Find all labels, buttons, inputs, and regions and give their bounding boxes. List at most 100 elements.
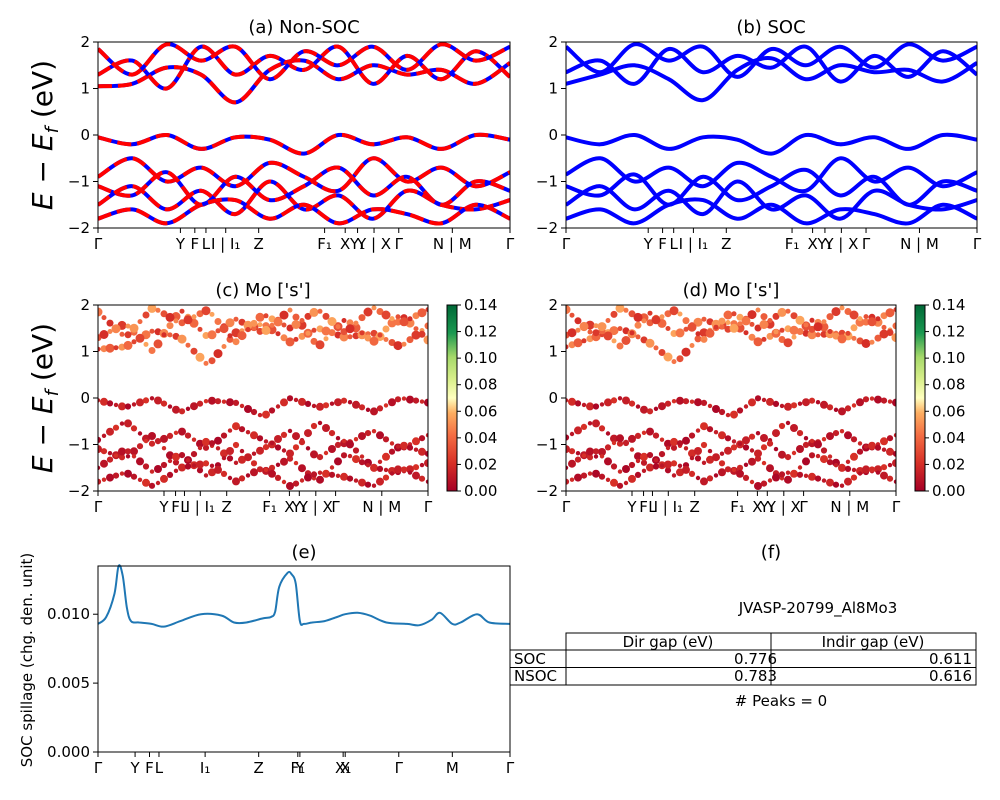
band-point xyxy=(232,399,240,406)
x-tick-label: N | M xyxy=(362,498,401,516)
band-point xyxy=(197,326,203,332)
x-tick-label: F xyxy=(190,235,199,253)
band-point xyxy=(796,328,804,335)
gap-table: JVASP-20799_Al8Mo3 Dir gap (eV) Indir ga… xyxy=(509,599,977,710)
panel-f-title: (f) xyxy=(761,542,781,563)
band-point xyxy=(328,329,336,337)
band-point xyxy=(286,449,294,458)
band-point xyxy=(124,419,132,428)
band-point xyxy=(725,320,731,325)
band-point xyxy=(172,405,180,414)
band-point xyxy=(616,440,624,447)
band-point xyxy=(323,336,329,342)
band-point xyxy=(875,470,881,475)
band-point xyxy=(202,444,210,451)
band-point xyxy=(382,474,390,481)
band-point xyxy=(406,465,414,474)
y-axis-label-top: E − Ef (eV) xyxy=(26,60,63,210)
plot-frame xyxy=(97,304,429,492)
band-point xyxy=(166,471,174,478)
band-point xyxy=(880,397,888,404)
x-tick-label: F xyxy=(145,759,154,777)
band-point xyxy=(802,441,810,448)
band-point xyxy=(622,439,630,447)
band-point xyxy=(226,447,234,455)
band-point xyxy=(675,328,685,338)
band-point xyxy=(280,334,288,342)
y-axis-label-mid: E − Ef (eV) xyxy=(26,323,63,473)
band-point xyxy=(237,331,247,341)
band-point xyxy=(281,448,287,453)
y-tick-label: −1 xyxy=(536,436,558,454)
band-point xyxy=(568,448,576,455)
band-point xyxy=(658,451,666,458)
band-point xyxy=(383,403,389,408)
band-point xyxy=(886,329,894,336)
y-tick-label: 0 xyxy=(548,389,558,407)
band-line xyxy=(566,132,977,156)
band-point xyxy=(844,465,852,472)
band-point xyxy=(136,398,144,407)
band-point xyxy=(634,471,642,478)
band-point xyxy=(388,398,396,407)
band-point xyxy=(633,312,643,322)
band-point xyxy=(743,330,749,336)
band-point xyxy=(412,397,420,404)
x-tick-label: Y xyxy=(175,235,186,253)
band-point xyxy=(245,430,251,435)
band-point xyxy=(256,446,264,455)
band-point xyxy=(754,455,762,462)
band-point xyxy=(827,329,833,334)
band-point xyxy=(892,322,896,330)
band-point xyxy=(885,308,895,318)
band-point xyxy=(382,325,390,333)
band-point xyxy=(190,451,198,458)
band-point xyxy=(893,433,896,438)
band-point xyxy=(676,396,684,405)
band-point xyxy=(581,453,587,458)
band-point xyxy=(401,341,407,347)
band-point xyxy=(566,434,570,441)
band-point xyxy=(172,452,180,461)
band-point xyxy=(334,398,342,407)
band-point xyxy=(238,455,246,464)
band-point xyxy=(802,457,810,466)
x-tick-label: F xyxy=(639,498,648,516)
x-tick-label: N | M xyxy=(900,235,939,253)
x-tick-label: Γ xyxy=(94,235,103,253)
band-point xyxy=(215,446,221,451)
band-point xyxy=(569,477,575,482)
band-point xyxy=(285,337,295,347)
band-point xyxy=(628,400,636,407)
band-point xyxy=(262,444,270,451)
band-point xyxy=(119,421,125,426)
band-point xyxy=(844,405,852,412)
band-point xyxy=(299,318,305,323)
x-tick-label: Γ xyxy=(506,759,515,777)
band-point xyxy=(233,316,239,322)
band-point xyxy=(298,439,306,446)
band-point xyxy=(694,447,702,455)
band-point xyxy=(424,450,428,457)
band-point xyxy=(851,403,857,408)
band-point xyxy=(382,452,390,461)
band-point xyxy=(382,436,390,443)
band-point xyxy=(376,477,384,486)
band-point xyxy=(221,399,227,404)
band-point xyxy=(105,343,115,353)
band-point xyxy=(178,463,186,472)
band-point xyxy=(875,316,881,322)
band-point xyxy=(322,469,330,478)
band-point xyxy=(129,323,139,333)
band-point xyxy=(419,462,425,468)
band-point xyxy=(815,332,821,338)
y-tick-label: −2 xyxy=(536,219,558,237)
band-point xyxy=(826,313,834,321)
band-point xyxy=(826,478,834,487)
band-point xyxy=(646,452,654,459)
band-point xyxy=(220,449,228,458)
band-point xyxy=(322,312,330,320)
band-point xyxy=(255,312,265,322)
